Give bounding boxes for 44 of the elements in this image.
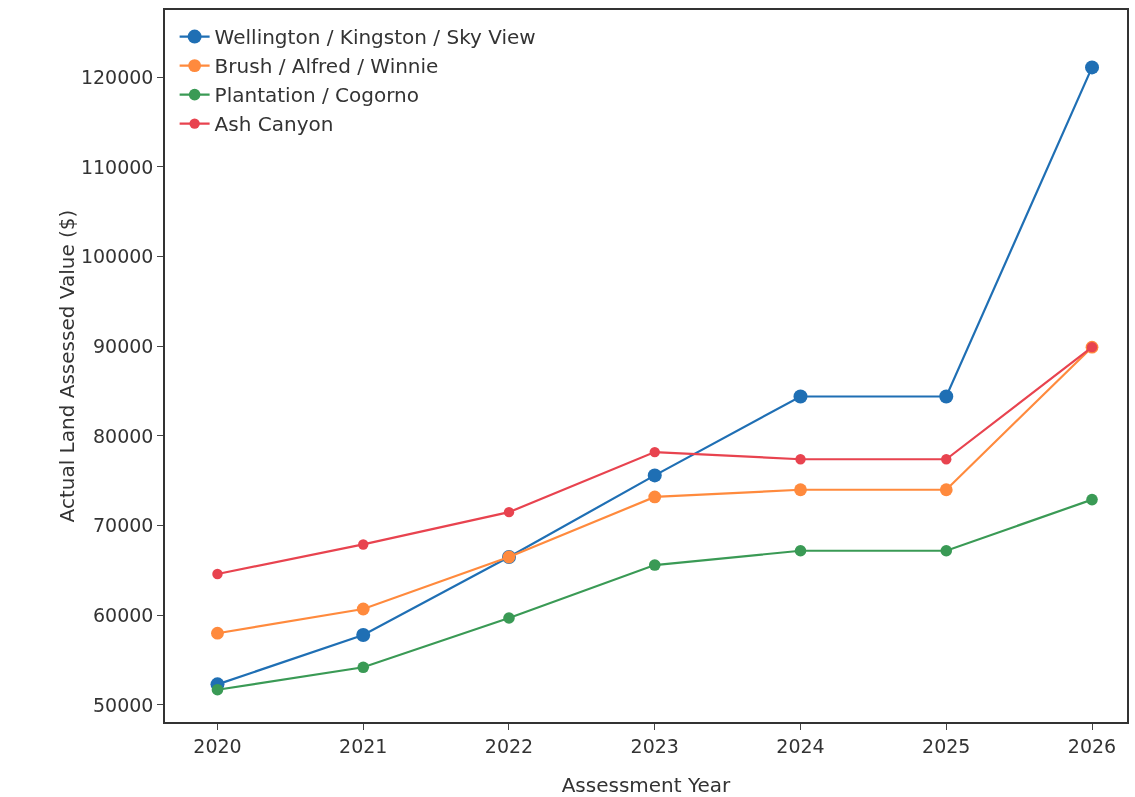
point bbox=[793, 389, 808, 404]
point bbox=[939, 483, 953, 497]
point bbox=[211, 626, 224, 640]
point bbox=[941, 454, 952, 465]
x-tick-label: 2025 bbox=[922, 734, 971, 757]
y-tick-label: 60000 bbox=[93, 603, 154, 626]
point bbox=[648, 559, 661, 571]
point bbox=[647, 468, 662, 483]
point bbox=[356, 602, 370, 616]
point bbox=[212, 568, 223, 580]
y-tick-label: 100000 bbox=[80, 245, 154, 268]
y-tick-label: 120000 bbox=[80, 65, 154, 88]
point bbox=[211, 683, 224, 696]
y-tick-label: 70000 bbox=[93, 514, 154, 537]
y-tick-label: 80000 bbox=[93, 424, 154, 447]
legend-label: Ash Canyon bbox=[214, 112, 334, 137]
point bbox=[648, 490, 662, 504]
x-tick-label: 2020 bbox=[193, 734, 242, 757]
y-tick-label: 50000 bbox=[93, 693, 154, 716]
y-tick-label: 90000 bbox=[93, 334, 154, 357]
y-axis-title: Actual Land Assessed Value ($) bbox=[54, 209, 79, 523]
point bbox=[1085, 60, 1100, 75]
x-tick-label: 2022 bbox=[484, 734, 534, 757]
y-tick-label: 110000 bbox=[80, 155, 154, 178]
legend-label: Wellington / Kingston / Sky View bbox=[214, 25, 536, 50]
point bbox=[649, 446, 660, 458]
point bbox=[940, 544, 953, 557]
legend-label: Brush / Alfred / Winnie bbox=[214, 54, 439, 79]
point bbox=[503, 612, 515, 624]
point bbox=[503, 506, 515, 518]
point bbox=[794, 483, 807, 497]
point bbox=[357, 661, 370, 674]
x-tick-label: 2026 bbox=[1067, 734, 1117, 757]
point bbox=[358, 539, 369, 550]
point bbox=[356, 628, 371, 643]
point bbox=[795, 454, 806, 465]
x-tick-label: 2024 bbox=[776, 734, 825, 757]
point bbox=[939, 389, 954, 404]
x-tick-label: 2021 bbox=[339, 734, 388, 757]
x-axis-title: Assessment Year bbox=[561, 773, 732, 797]
point bbox=[1086, 493, 1098, 506]
x-tick-label: 2023 bbox=[630, 734, 679, 757]
point bbox=[794, 544, 807, 557]
legend-label: Plantation / Cogorno bbox=[214, 83, 419, 108]
